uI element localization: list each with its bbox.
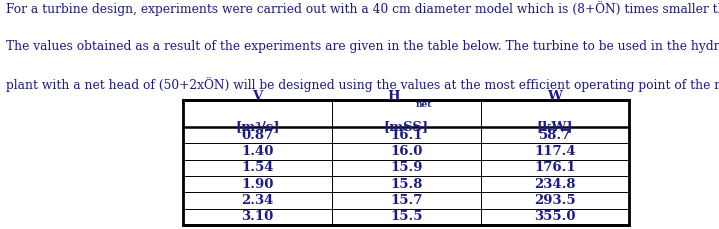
Text: 15.5: 15.5 (390, 210, 423, 223)
Text: 16.0: 16.0 (390, 145, 423, 158)
Bar (183, 100, 629, 225)
Text: 15.7: 15.7 (390, 194, 423, 207)
Text: 15.8: 15.8 (390, 178, 423, 191)
Text: V: V (252, 90, 262, 103)
Text: plant with a net head of (50+2xÖN) will be designed using the values at the most: plant with a net head of (50+2xÖN) will … (6, 77, 719, 92)
Text: The values obtained as a result of the experiments are given in the table below.: The values obtained as a result of the e… (6, 40, 719, 53)
Text: W: W (547, 90, 562, 103)
Text: 58.7: 58.7 (539, 129, 571, 142)
Text: [kW]: [kW] (536, 120, 573, 133)
Text: 176.1: 176.1 (534, 161, 576, 174)
Text: 234.8: 234.8 (534, 178, 576, 191)
Text: 293.5: 293.5 (534, 194, 576, 207)
Text: For a turbine design, experiments were carried out with a 40 cm diameter model w: For a turbine design, experiments were c… (6, 1, 719, 16)
Text: 3.10: 3.10 (242, 210, 274, 223)
Text: net: net (416, 100, 432, 109)
Text: 1.90: 1.90 (242, 178, 274, 191)
Text: 117.4: 117.4 (534, 145, 576, 158)
Text: 355.0: 355.0 (534, 210, 576, 223)
Text: 1.40: 1.40 (242, 145, 274, 158)
Text: 0.87: 0.87 (242, 129, 274, 142)
Text: 1.54: 1.54 (242, 161, 274, 174)
Text: [mSS]: [mSS] (384, 120, 429, 133)
Text: H: H (387, 90, 400, 103)
Text: 2.34: 2.34 (242, 194, 274, 207)
Text: 16.1: 16.1 (390, 129, 423, 142)
Text: [m³/s]: [m³/s] (235, 120, 280, 133)
Text: 15.9: 15.9 (390, 161, 423, 174)
